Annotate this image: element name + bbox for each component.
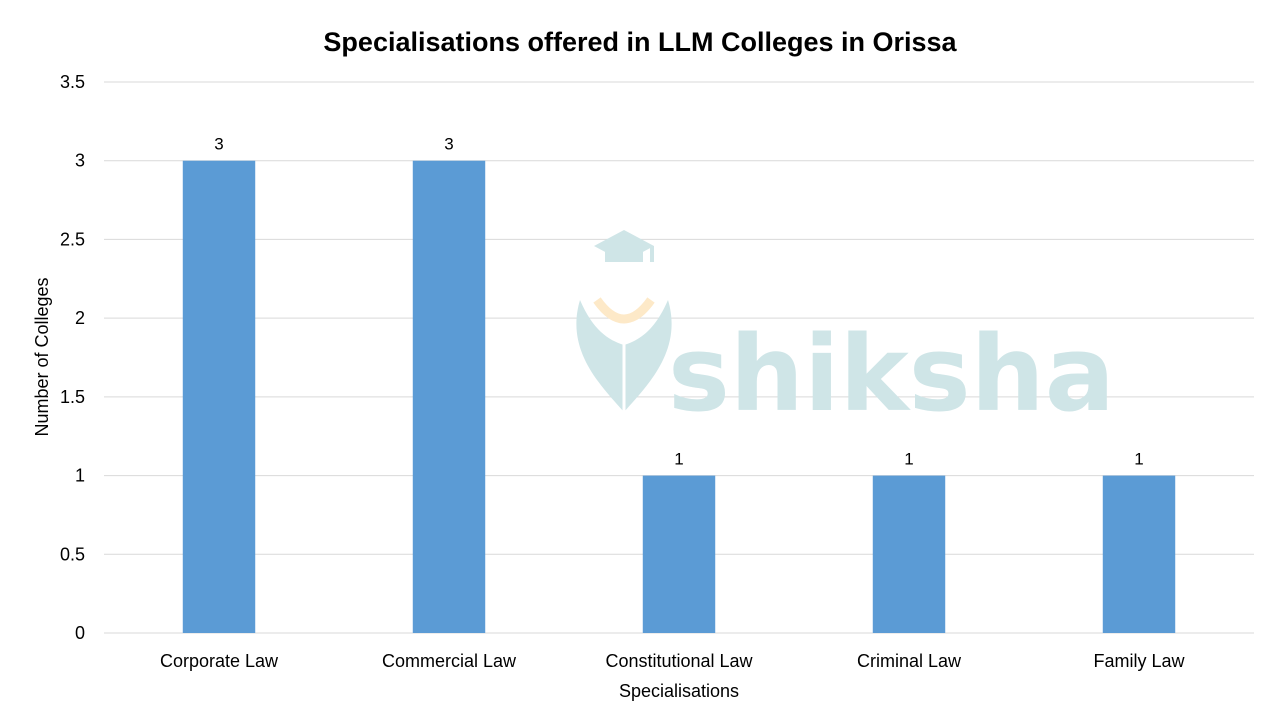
x-axis-title: Specialisations [619,681,739,701]
y-tick-label: 3.5 [60,72,85,92]
y-tick-label: 1 [75,466,85,486]
x-tick-label: Family Law [1093,651,1185,671]
data-label: 1 [904,450,913,469]
gridlines [104,81,1254,555]
x-tick-label: Corporate Law [160,651,279,671]
bar-constitutional-law [642,475,716,633]
data-label: 1 [674,450,683,469]
bar-corporate-law [182,160,256,633]
y-tick-label: 3 [75,151,85,171]
bar-criminal-law [872,475,946,633]
y-axis-ticks: 0 0.5 1 1.5 2 2.5 3 3.5 [60,72,85,643]
watermark-text: shiksha [668,313,1115,435]
chart-title: Specialisations offered in LLM Colleges … [323,27,957,57]
y-tick-label: 0.5 [60,544,85,564]
y-tick-label: 2.5 [60,229,85,249]
y-axis-title: Number of Colleges [32,277,52,436]
data-label: 1 [1134,450,1143,469]
data-label: 3 [444,135,453,154]
y-tick-label: 1.5 [60,387,85,407]
x-axis-ticks: Corporate Law Commercial Law Constitutiona… [160,651,1186,671]
x-tick-label: Constitutional Law [605,651,753,671]
x-tick-label: Commercial Law [382,651,517,671]
shiksha-watermark: shiksha [576,230,1115,435]
y-tick-label: 0 [75,623,85,643]
bar-commercial-law [412,160,486,633]
data-label: 3 [214,135,223,154]
graduation-cap-pen-icon [576,230,672,412]
bars [182,160,1176,633]
bar-family-law [1102,475,1176,633]
y-tick-label: 2 [75,308,85,328]
x-tick-label: Criminal Law [857,651,962,671]
data-labels: 3 3 1 1 1 [214,135,1143,469]
